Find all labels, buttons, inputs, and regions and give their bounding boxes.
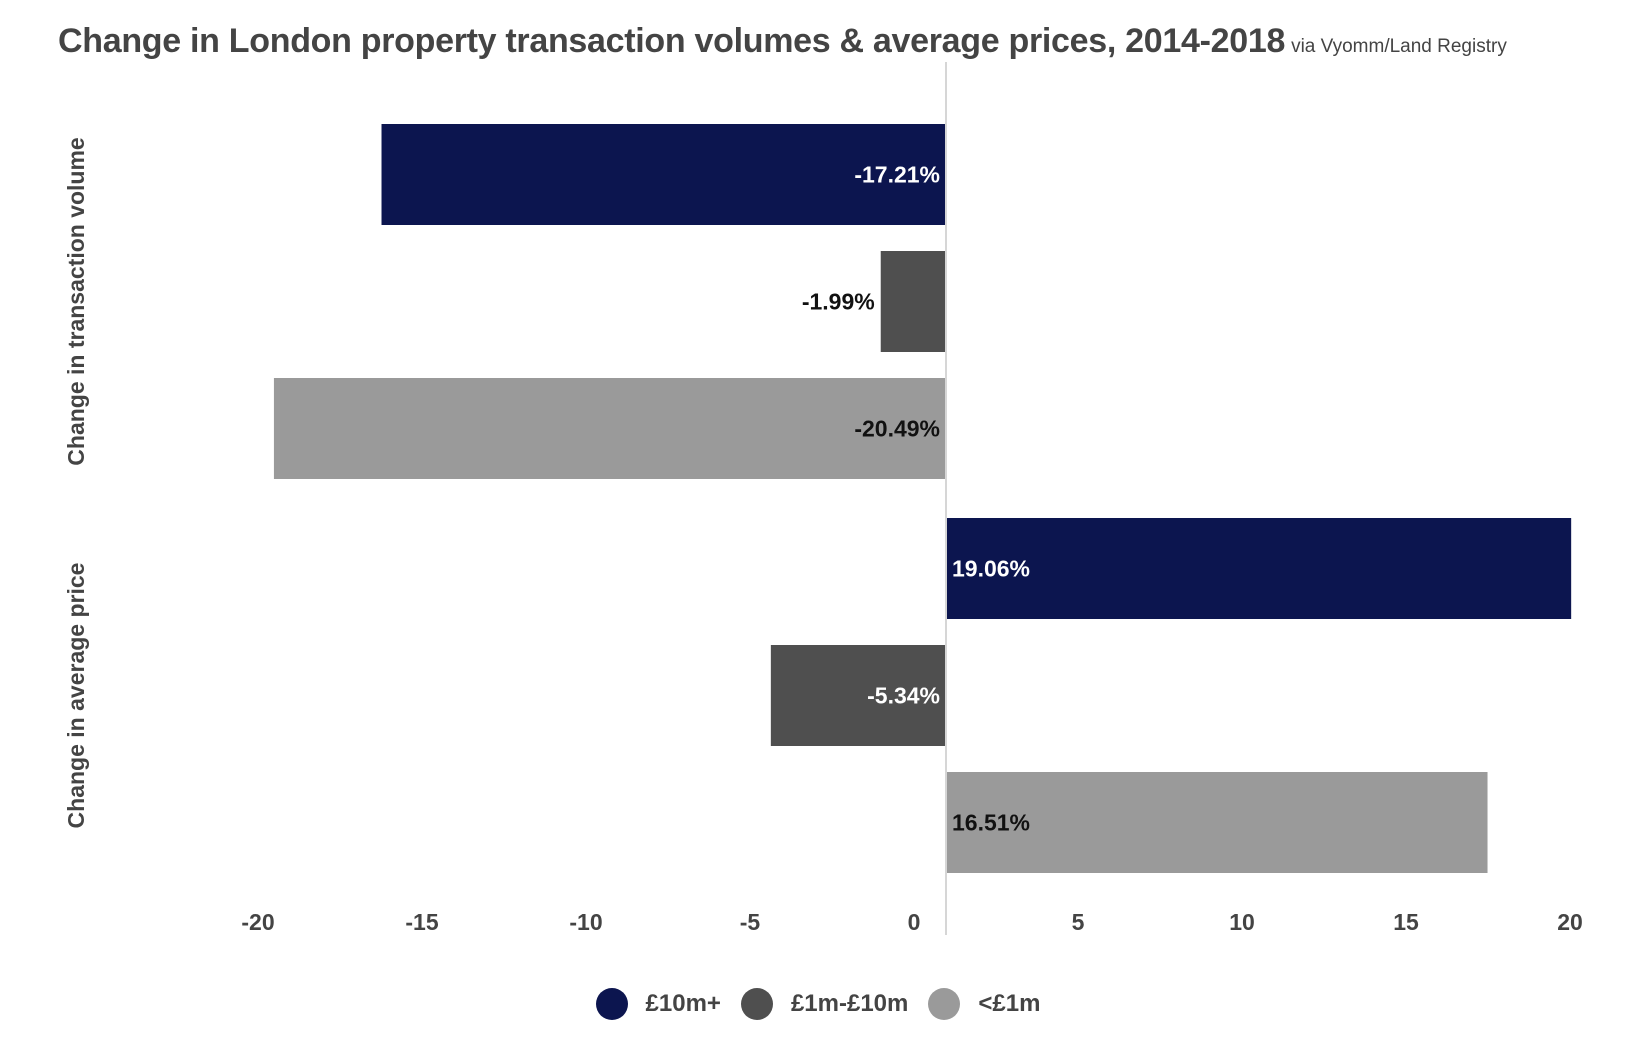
x-axis-ticks: -20 -15 -10 -5 0 5 10 15 20 xyxy=(241,909,1582,935)
bar-price-0 xyxy=(946,518,1572,619)
legend-label: £1m-£10m xyxy=(790,990,909,1017)
chart-title: Change in London property transaction vo… xyxy=(58,22,1286,60)
legend-swatch-icon xyxy=(928,988,961,1020)
x-tick-label: 20 xyxy=(1557,909,1583,935)
x-tick-label: -10 xyxy=(569,909,602,935)
legend-swatch-icon xyxy=(595,988,628,1020)
legend-item: £10m+ xyxy=(595,988,721,1020)
legend-item: <£1m xyxy=(928,988,1040,1020)
bar-value-label: 19.06% xyxy=(952,556,1030,582)
group-labels: Change in transaction volume Change in av… xyxy=(63,137,89,828)
bar-price-1 xyxy=(770,645,946,746)
group-label: Change in transaction volume xyxy=(63,137,89,465)
x-tick-label: -15 xyxy=(405,909,438,935)
x-tick-label: 5 xyxy=(1072,909,1085,935)
x-tick-label: 10 xyxy=(1229,909,1255,935)
bars-layer xyxy=(273,124,1572,873)
x-tick-label: 0 xyxy=(908,909,921,935)
legend-swatch-icon xyxy=(740,988,773,1020)
bar-value-label: -17.21% xyxy=(854,162,940,188)
x-tick-label: -20 xyxy=(241,909,274,935)
bar-volume-1 xyxy=(880,251,946,352)
bar-volume-0 xyxy=(381,124,947,225)
legend-item: £1m-£10m xyxy=(740,988,909,1020)
bar-value-label: -1.99% xyxy=(802,289,875,315)
legend: £10m+ £1m-£10m <£1m xyxy=(0,988,1636,1020)
bar-volume-2 xyxy=(273,378,947,479)
bar-value-label: 16.51% xyxy=(952,810,1030,836)
chart-title-block: Change in London property transaction vo… xyxy=(58,22,1507,61)
group-label: Change in average price xyxy=(63,563,89,829)
legend-label: <£1m xyxy=(978,990,1041,1017)
bar-value-label: -5.34% xyxy=(867,683,940,709)
x-tick-label: 15 xyxy=(1393,909,1419,935)
chart-source: via Vyomm/Land Registry xyxy=(1291,36,1507,57)
bar-price-2 xyxy=(946,772,1488,873)
x-tick-label: -5 xyxy=(740,909,761,935)
legend-label: £10m+ xyxy=(645,990,721,1017)
bar-value-label: -20.49% xyxy=(854,416,940,442)
bar-labels-layer: -17.21% -1.99% -20.49% 19.06% -5.34% 16.51% xyxy=(802,162,1030,836)
